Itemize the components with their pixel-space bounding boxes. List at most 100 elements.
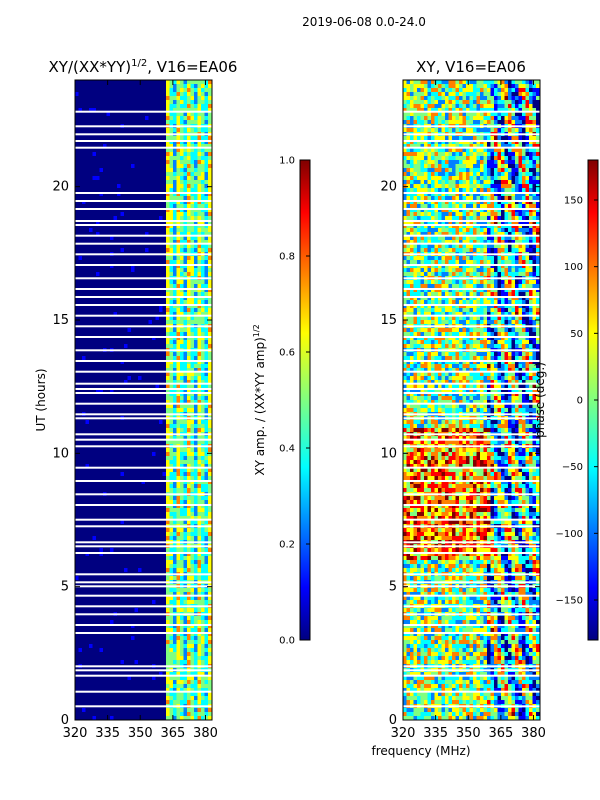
heatmap-cell — [110, 576, 114, 581]
heatmap-cell — [190, 256, 195, 261]
heatmap-cell — [204, 528, 209, 533]
heatmap-cell — [155, 220, 160, 225]
heatmap-cell — [96, 488, 100, 493]
heatmap-cell — [176, 172, 181, 177]
heatmap-cell — [106, 424, 111, 429]
heatmap-cell — [110, 104, 114, 109]
heatmap-cell — [141, 112, 146, 117]
heatmap-cell — [96, 556, 100, 561]
heatmap-cell — [82, 228, 86, 233]
heatmap-cell — [75, 148, 79, 153]
heatmap-cell — [82, 396, 86, 401]
heatmap-cell — [75, 516, 79, 521]
heatmap-cell — [134, 436, 139, 441]
heatmap-cell — [176, 300, 181, 305]
heatmap-cell — [103, 204, 107, 209]
heatmap-cell — [99, 552, 104, 557]
heatmap-cell — [159, 468, 163, 473]
heatmap-cell — [117, 100, 121, 105]
heatmap-cell — [197, 528, 202, 533]
heatmap-cell — [82, 208, 86, 213]
heatmap-cell — [110, 152, 114, 157]
heatmap-cell — [110, 468, 114, 473]
heatmap-cell — [204, 200, 209, 205]
heatmap-cell — [78, 292, 83, 297]
heatmap-cell — [103, 472, 107, 477]
heatmap-cell — [183, 340, 188, 345]
heatmap-cell — [78, 88, 83, 93]
heatmap-cell — [159, 164, 163, 169]
heatmap-cell — [89, 168, 93, 173]
heatmap-cell — [201, 536, 205, 541]
heatmap-cell — [183, 460, 188, 465]
heatmap-cell — [176, 360, 181, 365]
heatmap-cell — [148, 212, 153, 217]
heatmap-cell — [85, 188, 90, 193]
heatmap-cell — [201, 88, 205, 93]
heatmap-cell — [138, 152, 142, 157]
heatmap-cell — [180, 380, 184, 385]
heatmap-cell — [82, 424, 86, 429]
heatmap-cell — [92, 184, 97, 189]
heatmap-cell — [96, 560, 100, 565]
heatmap-cell — [180, 548, 184, 553]
heatmap-cell — [169, 284, 174, 289]
heatmap-cell — [103, 440, 107, 445]
heatmap-cell — [96, 188, 100, 193]
heatmap-cell — [120, 172, 125, 177]
heatmap-cell — [110, 420, 114, 425]
heatmap-cell — [152, 396, 156, 401]
heatmap-cell — [208, 368, 212, 373]
heatmap-cell — [159, 128, 163, 133]
heatmap-cell — [131, 548, 135, 553]
heatmap-cell — [187, 456, 191, 461]
heatmap-cell — [162, 200, 167, 205]
heatmap-cell — [162, 216, 167, 221]
heatmap-cell — [120, 168, 125, 173]
heatmap-cell — [85, 472, 90, 477]
heatmap-cell — [155, 172, 160, 177]
heatmap-cell — [113, 184, 118, 189]
heatmap-cell — [75, 548, 79, 553]
heatmap-cell — [187, 496, 191, 501]
heatmap-cell — [169, 428, 174, 433]
heatmap-cell — [89, 128, 93, 133]
heatmap-cell — [141, 228, 146, 233]
heatmap-cell — [201, 504, 205, 509]
heatmap-cell — [134, 428, 139, 433]
heatmap-cell — [92, 376, 97, 381]
heatmap-cell — [173, 232, 177, 237]
heatmap-cell — [173, 360, 177, 365]
heatmap-cell — [173, 112, 177, 117]
heatmap-cell — [159, 224, 163, 229]
heatmap-cell — [82, 500, 86, 505]
heatmap-cell — [194, 220, 198, 225]
heatmap-cell — [96, 484, 100, 489]
heatmap-cell — [173, 516, 177, 521]
heatmap-cell — [162, 196, 167, 201]
heatmap-cell — [197, 420, 202, 425]
heatmap-cell — [176, 456, 181, 461]
heatmap-cell — [155, 248, 160, 253]
heatmap-cell — [183, 200, 188, 205]
heatmap-cell — [124, 520, 128, 525]
heatmap-cell — [99, 496, 104, 501]
heatmap-cell — [162, 320, 167, 325]
heatmap-cell — [138, 172, 142, 177]
heatmap-cell — [96, 140, 100, 145]
heatmap-cell — [120, 112, 125, 117]
heatmap-cell — [190, 388, 195, 393]
heatmap-cell — [92, 168, 97, 173]
heatmap-cell — [141, 576, 146, 581]
heatmap-cell — [176, 268, 181, 273]
heatmap-cell — [169, 344, 174, 349]
heatmap-cell — [180, 488, 184, 493]
heatmap-cell — [180, 448, 184, 453]
heatmap-cell — [92, 480, 97, 485]
heatmap-cell — [106, 368, 111, 373]
heatmap-cell — [124, 460, 128, 465]
heatmap-cell — [106, 548, 111, 553]
heatmap-cell — [120, 272, 125, 277]
heatmap-cell — [152, 172, 156, 177]
heatmap-cell — [159, 80, 163, 85]
